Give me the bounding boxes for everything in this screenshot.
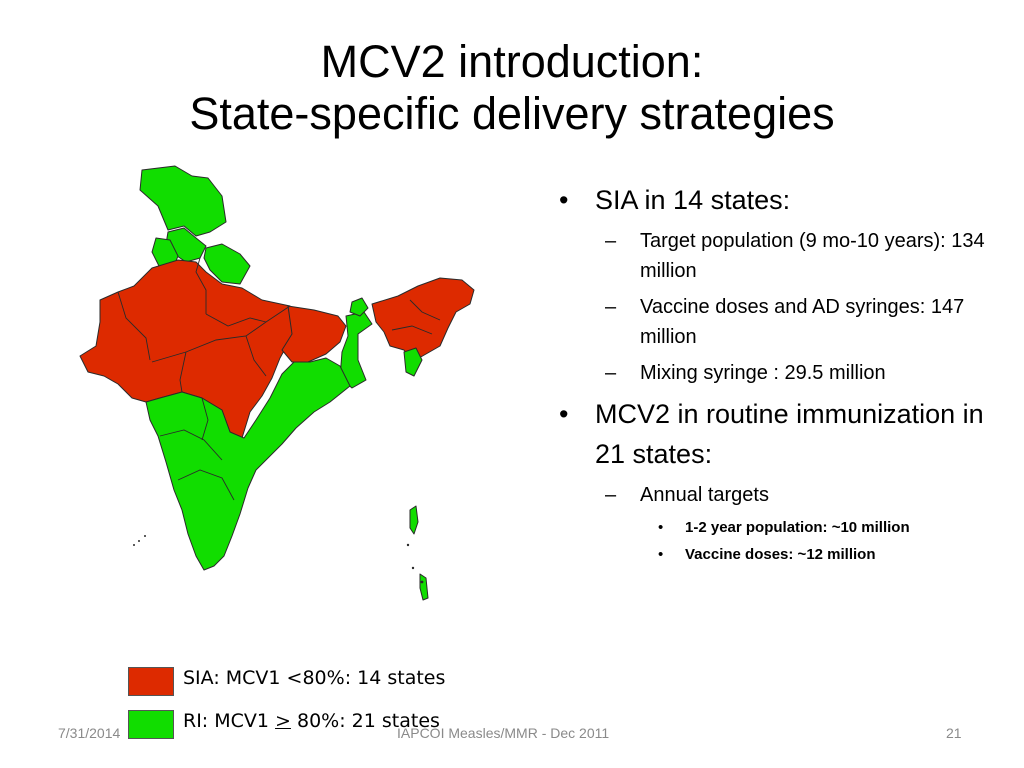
sub-sub-bullet-doses: Vaccine doses: ~12 million — [555, 543, 1015, 567]
legend-label-sia: SIA: MCV1 <80%: 14 states — [183, 667, 446, 689]
slide-title: MCV2 introduction: State-specific delive… — [0, 36, 1024, 140]
map-region-sikkim — [349, 297, 369, 317]
legend-ri-symbol: > — [275, 710, 291, 732]
footer-center-text: IAPCOI Measles/MMR - Dec 2011 — [397, 725, 610, 741]
map-region-bihar-jharkhand — [281, 305, 347, 363]
bullet-list: SIA in 14 states: Target population (9 m… — [555, 180, 1015, 570]
legend-label-ri: RI: MCV1 > 80%: 21 states — [183, 710, 440, 732]
sub-bullet-target-population: Target population (9 mo-10 years): 134 m… — [555, 226, 1015, 286]
footer-page-number: 21 — [946, 725, 962, 741]
sub-bullet-annual-targets: Annual targets — [555, 480, 1015, 510]
title-line-1: MCV2 introduction: — [320, 36, 704, 87]
map-region-nicobar-islands — [419, 573, 429, 601]
map-island-dots — [133, 535, 424, 584]
india-map — [79, 165, 475, 601]
map-region-west-bengal — [339, 311, 373, 389]
legend-ri-suffix: 80%: 21 states — [290, 710, 440, 732]
footer-date: 7/31/2014 — [58, 725, 121, 741]
map-region-uttarakhand — [203, 243, 251, 285]
map-region-jammu-kashmir — [139, 165, 227, 237]
map-region-tripura — [403, 347, 423, 377]
sub-bullet-vaccine-doses: Vaccine doses and AD syringes: 147 milli… — [555, 292, 1015, 352]
legend-swatch-sia — [128, 667, 174, 696]
map-region-south — [145, 357, 351, 571]
title-line-2: State-specific delivery strategies — [189, 88, 835, 139]
legend-swatch-ri — [128, 710, 174, 739]
sub-bullet-mixing-syringe: Mixing syringe : 29.5 million — [555, 358, 1015, 388]
map-region-northeast — [371, 277, 475, 363]
map-state-borders — [117, 257, 441, 501]
sub-sub-bullet-population: 1-2 year population: ~10 million — [555, 516, 1015, 540]
legend-ri-prefix: RI: MCV1 — [183, 710, 276, 732]
map-region-andaman-islands — [409, 505, 419, 535]
bullet-sia: SIA in 14 states: — [555, 180, 1015, 220]
bullet-mcv2-routine: MCV2 in routine immunization in 21 state… — [555, 394, 1015, 474]
